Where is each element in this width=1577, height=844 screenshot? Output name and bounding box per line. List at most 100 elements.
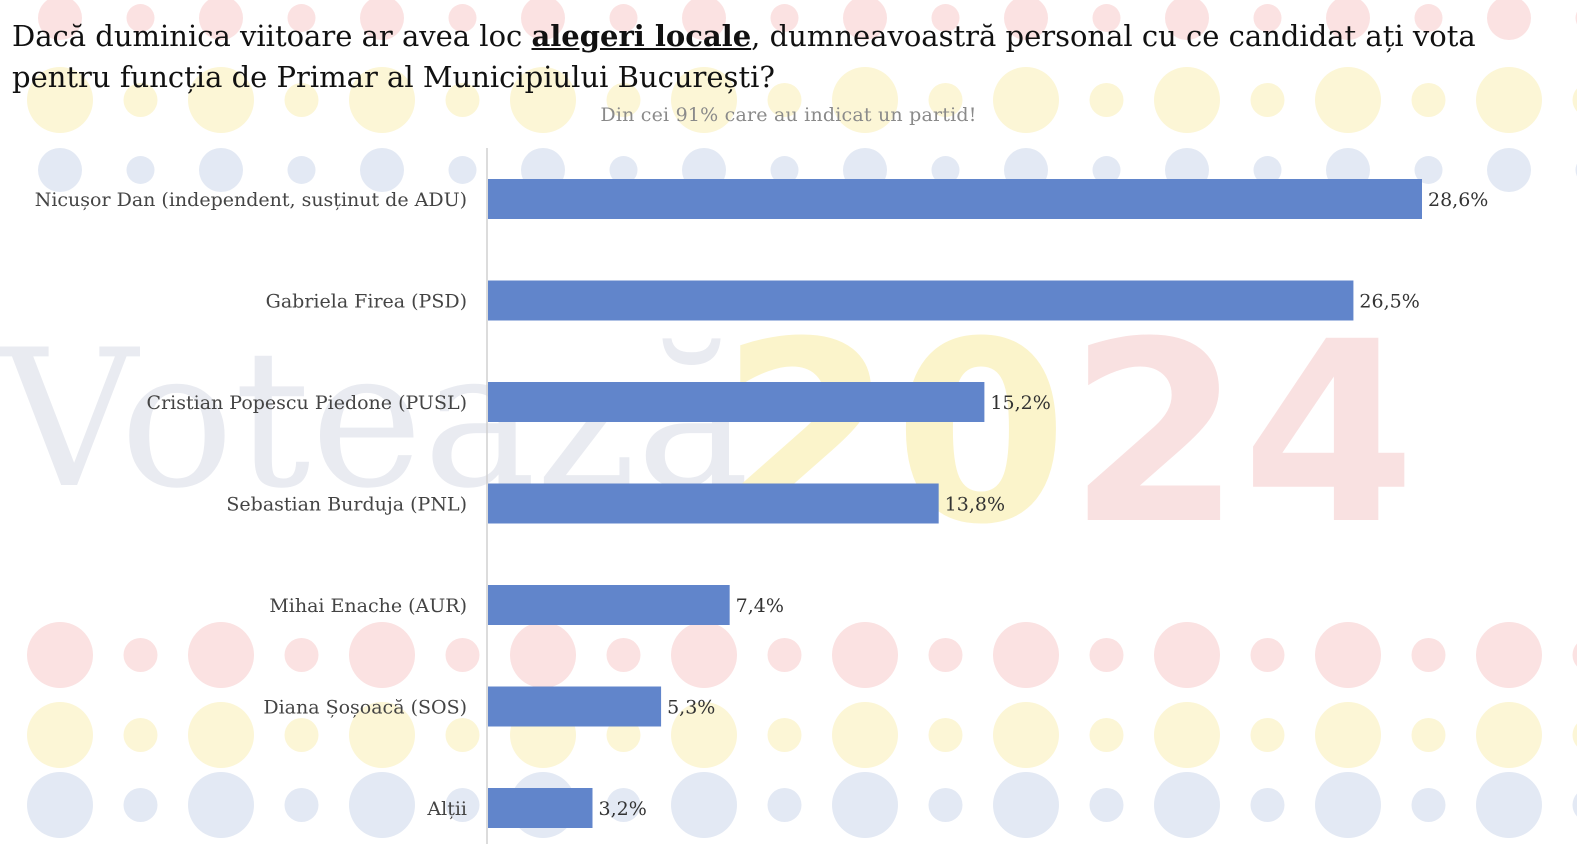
background-dot <box>1154 622 1220 688</box>
background-dot <box>993 622 1059 688</box>
background-dot <box>38 0 82 40</box>
background-dot <box>767 718 802 752</box>
background-dot <box>445 638 480 672</box>
background-dot <box>284 788 319 822</box>
background-dot <box>1154 67 1220 133</box>
value-label: 28,6% <box>1428 189 1488 211</box>
background-dot <box>1476 702 1542 768</box>
background-dot <box>928 83 963 117</box>
value-label: 15,2% <box>990 392 1050 414</box>
background-dot <box>1476 622 1542 688</box>
value-label: 3,2% <box>599 798 647 820</box>
background-dot <box>1165 0 1209 40</box>
background-dot <box>1411 83 1446 117</box>
value-label: 5,3% <box>667 697 715 719</box>
background-dot <box>360 148 404 192</box>
background-dot <box>1154 772 1220 838</box>
background-dot <box>1253 4 1282 32</box>
background-dot <box>199 0 243 40</box>
title-text-start: Dacă duminica viitoare ar avea loc <box>12 19 532 53</box>
background-dot <box>767 83 802 117</box>
background-dot <box>284 718 319 752</box>
bar <box>488 686 662 727</box>
background-dot <box>123 638 158 672</box>
category-label: Alții <box>426 798 467 820</box>
background-dot <box>510 622 576 688</box>
background-dot <box>832 67 898 133</box>
bar <box>488 788 593 828</box>
background-dot <box>767 788 802 822</box>
background-dot <box>349 772 415 838</box>
background-dot <box>1572 793 1577 817</box>
background-dot <box>188 67 254 133</box>
background-dot <box>445 788 480 822</box>
bar <box>488 483 939 524</box>
chart-title: Dacă duminica viitoare ar avea loc alege… <box>12 16 1567 98</box>
background-dot <box>1476 772 1542 838</box>
background-dot <box>1411 638 1446 672</box>
background-dot <box>770 4 799 32</box>
background-dot <box>606 638 641 672</box>
background-dot <box>349 702 415 768</box>
background-dot <box>27 702 93 768</box>
category-label: Gabriela Firea (PSD) <box>266 291 467 313</box>
background-dot <box>123 83 158 117</box>
background-dot <box>510 67 576 133</box>
background-dot <box>1250 83 1285 117</box>
background-dot <box>931 4 960 32</box>
background-dot <box>27 622 93 688</box>
background-dot <box>1414 156 1443 184</box>
background-dot <box>928 788 963 822</box>
background-dot <box>843 0 887 40</box>
background-dot <box>188 772 254 838</box>
bar <box>488 382 985 422</box>
watermark-year-part: 24 <box>1068 288 1416 579</box>
background-dot <box>767 638 802 672</box>
background-dot <box>1414 4 1443 32</box>
background-dot <box>671 67 737 133</box>
background-dot <box>671 622 737 688</box>
background-dot <box>832 622 898 688</box>
background-dot <box>27 772 93 838</box>
background-dot <box>1487 148 1531 192</box>
background-dot <box>1250 788 1285 822</box>
chart-subtitle: Din cei 91% care au indicat un partid! <box>0 104 1577 126</box>
background-dot <box>832 772 898 838</box>
background-dot <box>1487 0 1531 40</box>
background-dot <box>770 156 799 184</box>
background-dot <box>1253 156 1282 184</box>
background-dot <box>1250 638 1285 672</box>
category-label: Cristian Popescu Piedone (PUSL) <box>147 392 467 414</box>
background-dot <box>123 718 158 752</box>
background-dot <box>126 156 155 184</box>
background-dot <box>349 67 415 133</box>
category-label: Diana Șoșoacă (SOS) <box>263 697 467 719</box>
background-dot <box>445 83 480 117</box>
background-dot <box>199 148 243 192</box>
title-text-end: , dumneavoastră personal cu ce candidat … <box>12 19 1476 94</box>
background-dot <box>1092 4 1121 32</box>
background-dot <box>606 788 641 822</box>
background-dot <box>284 638 319 672</box>
background-dot <box>1092 156 1121 184</box>
bar <box>488 179 1422 219</box>
background-dot <box>832 702 898 768</box>
watermark-year: 2024 <box>720 288 1416 579</box>
background-dot <box>448 156 477 184</box>
background-dot <box>1326 0 1370 40</box>
bar <box>488 280 1354 321</box>
subtitle-text: Din cei 91% care au indicat un partid! <box>600 104 977 126</box>
background-dot <box>682 0 726 40</box>
background-dot <box>1572 643 1577 667</box>
background-dot <box>1250 718 1285 752</box>
value-label: 7,4% <box>736 595 784 617</box>
background-dot <box>349 622 415 688</box>
background-dot <box>993 772 1059 838</box>
background-dot <box>1411 718 1446 752</box>
category-label: Mihai Enache (AUR) <box>269 595 467 617</box>
background-dot <box>1089 788 1124 822</box>
background-dot <box>609 4 638 32</box>
background-dot <box>1476 67 1542 133</box>
background-dot <box>1315 702 1381 768</box>
